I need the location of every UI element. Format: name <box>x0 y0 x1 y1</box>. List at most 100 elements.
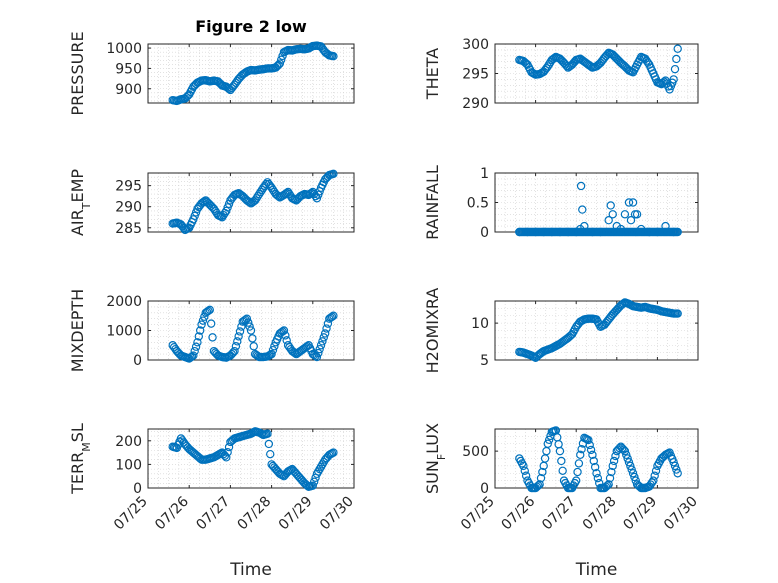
data-point <box>532 482 542 491</box>
data-point <box>544 60 554 69</box>
subplot-pressure: 900 950 1000 PRESSURE Figure 2 low <box>68 17 355 116</box>
data-point <box>319 333 328 342</box>
data-point <box>285 189 294 199</box>
data-point <box>219 210 228 220</box>
data-point <box>623 454 632 463</box>
data-point <box>308 481 317 490</box>
data-point <box>233 337 242 346</box>
y-tick-label: 200 <box>115 434 142 450</box>
data-point <box>631 476 640 485</box>
data-point <box>588 450 597 460</box>
data-point <box>540 454 550 463</box>
y-axis-label-theta: THETA <box>423 48 442 100</box>
data-point <box>619 445 628 454</box>
x-tick-label: 07/26 <box>499 493 539 533</box>
y-tick-label: 290 <box>462 96 489 112</box>
y-axis-label-terr_msl: TERRMSL <box>68 423 93 495</box>
y-tick-label: 10 <box>471 316 489 332</box>
y-axis-label-pressure: PRESSURE <box>68 31 87 115</box>
data-point <box>584 435 593 445</box>
data-point <box>191 342 201 351</box>
data-point <box>670 64 680 74</box>
data-point <box>574 459 584 468</box>
data-point <box>578 205 587 214</box>
data-point <box>626 461 635 471</box>
data-point <box>200 312 209 321</box>
x-tick-label: 07/25 <box>111 494 151 534</box>
data-point <box>670 461 680 471</box>
data-point <box>673 44 682 53</box>
data-point <box>322 324 331 333</box>
y-tick-label: 295 <box>115 179 142 195</box>
data-point <box>211 206 220 216</box>
data-point <box>309 477 319 486</box>
y-tick-label: 285 <box>115 221 142 237</box>
data-point <box>576 450 585 460</box>
subplot-mixdepth: 0 1000 2000 MIXDEPTH <box>68 289 355 372</box>
data-point <box>590 462 600 472</box>
y-tick-label: 100 <box>115 457 142 473</box>
data-point <box>320 329 330 338</box>
data-point <box>312 352 322 362</box>
y-axis-label-mixdepth: MIXDEPTH <box>68 289 87 372</box>
y-tick-label: 0 <box>480 481 489 497</box>
x-tick-label: 07/30 <box>661 494 701 534</box>
axes-box <box>147 43 355 104</box>
subplot-theta: 290 295 300 THETA <box>423 37 699 112</box>
series-markers <box>515 298 682 362</box>
data-point <box>193 338 202 347</box>
data-point <box>573 467 582 477</box>
series-markers <box>168 305 338 363</box>
data-point <box>604 215 613 225</box>
data-point <box>266 449 275 459</box>
data-point <box>538 467 547 477</box>
data-point <box>197 320 206 329</box>
y-tick-label: 0 <box>133 353 142 369</box>
data-point <box>577 444 586 454</box>
y-axis-label-air_temp: AIRTEMP <box>68 169 93 236</box>
x-tick-label: 07/29 <box>620 494 660 534</box>
data-point <box>673 309 682 318</box>
y-axis-label-sun_flux: SUNFLUX <box>423 423 448 494</box>
data-point <box>242 314 252 323</box>
data-point <box>204 306 213 316</box>
data-point <box>605 473 615 483</box>
y-axis-label-h2omixra: H2OMIXRA <box>423 288 442 374</box>
data-point <box>519 461 528 471</box>
subplot-h2omixra: 5 10 H2OMIXRA <box>423 288 699 374</box>
data-point <box>565 332 574 341</box>
data-point <box>544 435 554 445</box>
data-point <box>543 439 552 448</box>
series-markers <box>515 181 682 237</box>
y-tick-label: 950 <box>115 61 142 77</box>
data-point <box>607 467 616 477</box>
data-point <box>669 75 678 84</box>
subplot-air_temp: 285 290 295 AIRTEMP <box>68 169 355 237</box>
series-markers <box>168 169 338 235</box>
data-point <box>245 198 254 207</box>
data-point <box>223 83 232 93</box>
y-tick-label: 2000 <box>106 294 142 310</box>
data-point <box>553 433 562 442</box>
y-tick-label: 500 <box>462 444 489 460</box>
data-point <box>249 342 258 351</box>
data-point <box>650 471 659 480</box>
data-point <box>586 445 596 455</box>
data-point <box>270 342 279 351</box>
chart-title: Figure 2 low <box>195 17 307 36</box>
data-point <box>620 446 630 456</box>
data-point <box>589 456 598 466</box>
data-point <box>223 448 232 457</box>
data-point <box>290 348 300 358</box>
data-point <box>604 480 613 489</box>
subplot-rainfall: 0 0.5 1 RAINFALL <box>423 165 699 241</box>
data-point <box>316 341 326 350</box>
data-point <box>630 472 639 482</box>
data-point <box>627 465 636 474</box>
data-point <box>275 59 285 68</box>
data-point <box>252 194 261 203</box>
data-point <box>282 336 291 345</box>
data-point <box>315 344 324 354</box>
x-axis-label: Time <box>575 560 618 580</box>
